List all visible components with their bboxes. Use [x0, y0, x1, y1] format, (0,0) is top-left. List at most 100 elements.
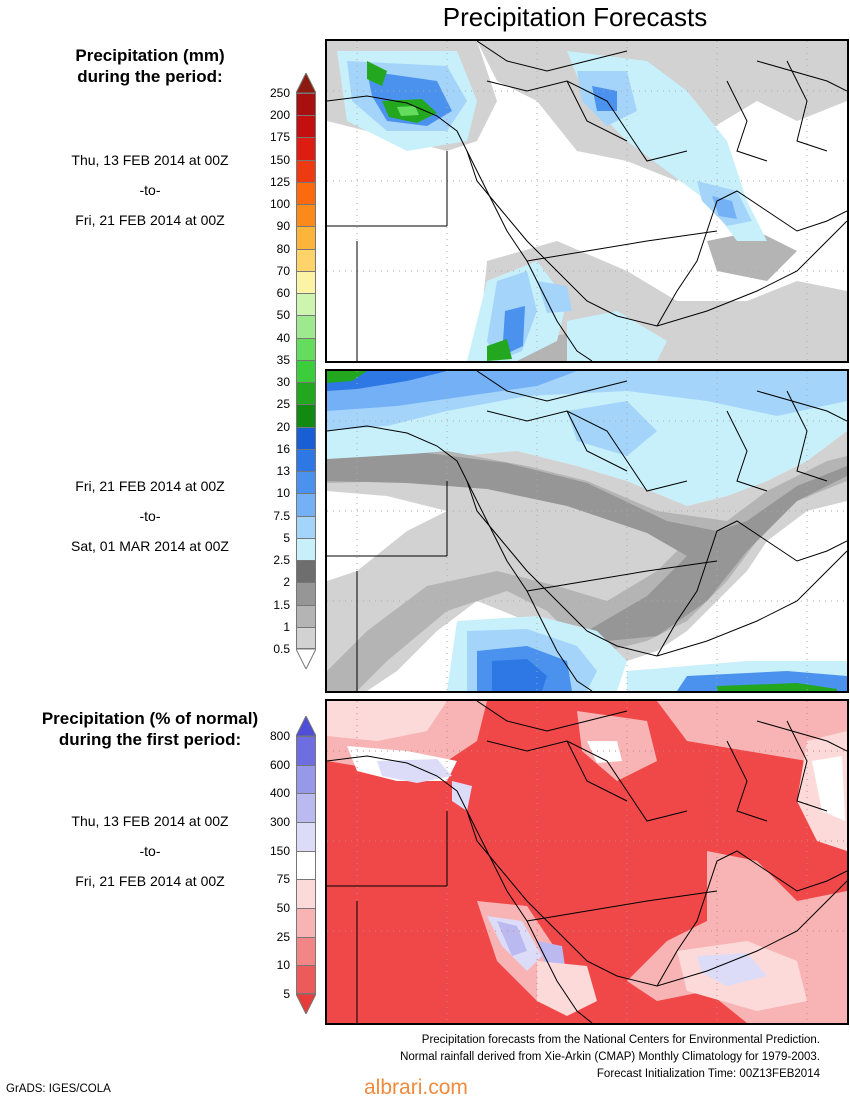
- precip-mm-colorbar-tick-label: 90: [276, 219, 290, 234]
- precip-mm-colorbar-tick-label: 16: [276, 441, 290, 456]
- precip-pct-colorbar: [296, 716, 316, 1014]
- precip-mm-colorbar-tick-label: 250: [269, 86, 290, 100]
- precip-mm-colorbar-tick-label: 5: [283, 530, 290, 545]
- precip-mm-colorbar-swatch: [296, 471, 316, 494]
- precip-mm-colorbar-swatch: [296, 115, 316, 138]
- precip-mm-colorbar-swatch: [296, 537, 316, 561]
- precip-pct-colorbar-swatch: [296, 908, 316, 937]
- period-first-end: Fri, 21 FEB 2014 at 00Z: [75, 212, 225, 228]
- period-first-start: Thu, 13 FEB 2014 at 00Z: [71, 152, 229, 168]
- precip-mm-colorbar-swatch: [296, 359, 316, 383]
- precip-pct-colorbar-tick-label: 800: [269, 729, 290, 743]
- precip-mm-colorbar-swatch: [296, 204, 316, 227]
- period-second-sep: -to-: [139, 508, 161, 524]
- period-third-end: Fri, 21 FEB 2014 at 00Z: [75, 873, 225, 889]
- precip-mm-colorbar-swatch: [296, 270, 316, 294]
- precip-pct-colorbar-swatch: [296, 850, 316, 880]
- map-panel-first-period: [325, 39, 849, 363]
- precip-mm-colorbar-labels: 250 200 175 150 125 100 90 80 70 60 50 40 35 30 25 20 16…: [240, 73, 290, 669]
- grads-credit: GrADS: IGES/COLA: [6, 1083, 111, 1095]
- precip-mm-colorbar: [296, 73, 316, 669]
- map-second-period-svg: [327, 371, 847, 691]
- map-panel-percent-normal: [325, 699, 849, 1025]
- precip-mm-colorbar-swatch: [296, 426, 316, 449]
- precip-mm-colorbar-swatch: [296, 626, 316, 649]
- precip-mm-colorbar-tick-label: 1: [283, 619, 290, 634]
- period-second-end: Sat, 01 MAR 2014 at 00Z: [71, 538, 229, 554]
- precip-mm-heading: Precipitation (mm) during the period:: [0, 45, 300, 87]
- map-first-period-svg: [327, 41, 847, 361]
- precip-pct-heading-line1: Precipitation (% of normal): [41, 709, 259, 728]
- precip-mm-colorbar-tick-label: 40: [276, 330, 290, 345]
- precip-pct-colorbar-tick-label: 5: [283, 987, 290, 1001]
- period-first-sep: -to-: [139, 182, 161, 198]
- precip-mm-colorbar-tick-label: 50: [276, 308, 290, 323]
- precip-mm-colorbar-top-arrow: [296, 73, 316, 93]
- precip-mm-colorbar-swatch: [296, 582, 316, 605]
- precip-pct-colorbar-tick-label: 25: [276, 929, 290, 944]
- precip-mm-colorbar-bottom-arrow: [296, 649, 316, 669]
- map-panel-second-period: [325, 369, 849, 693]
- precip-mm-colorbar-tick-label: 2: [283, 575, 290, 590]
- precip-pct-heading: Precipitation (% of normal) during the f…: [0, 708, 300, 750]
- precip-mm-colorbar-tick-label: 60: [276, 286, 290, 301]
- precip-mm-colorbar-swatch: [296, 181, 316, 205]
- precip-mm-colorbar-swatch: [296, 493, 316, 516]
- precip-mm-colorbar-swatch: [296, 604, 316, 627]
- precip-pct-colorbar-tick-label: 75: [276, 872, 290, 887]
- precip-mm-colorbar-tick-label: 30: [276, 375, 290, 390]
- precip-mm-colorbar-tick-label: 125: [269, 174, 290, 189]
- precip-mm-colorbar-swatch: [296, 448, 316, 472]
- period-third-sep: -to-: [139, 843, 161, 859]
- precip-mm-colorbar-tick-label: 80: [276, 241, 290, 256]
- precip-pct-colorbar-tick-label: 400: [269, 786, 290, 801]
- watermark: albrari.com: [364, 1076, 468, 1099]
- precip-mm-heading-line1: Precipitation (mm): [75, 46, 225, 65]
- precip-pct-colorbar-swatch: [296, 822, 316, 851]
- precip-mm-colorbar-tick-label: 70: [276, 263, 290, 278]
- precip-mm-colorbar-tick-label: 100: [269, 197, 290, 212]
- precip-pct-colorbar-swatch: [296, 764, 316, 794]
- precip-mm-colorbar-swatch: [296, 315, 316, 338]
- precip-pct-colorbar-swatch: [296, 736, 316, 765]
- precip-pct-colorbar-tick-label: 10: [276, 958, 290, 973]
- period-second-start: Fri, 21 FEB 2014 at 00Z: [75, 478, 225, 494]
- precip-mm-colorbar-tick-label: 1.5: [273, 597, 290, 612]
- source-note-3: Forecast Initialization Time: 00Z13FEB20…: [596, 1068, 820, 1080]
- precip-mm-colorbar-swatch: [296, 515, 316, 538]
- source-note-1: Precipitation forecasts from the Nationa…: [421, 1034, 820, 1046]
- precip-mm-colorbar-swatch: [296, 248, 316, 271]
- precip-mm-colorbar-swatch: [296, 93, 316, 116]
- precip-mm-colorbar-tick-label: 35: [276, 352, 290, 367]
- period-third-start: Thu, 13 FEB 2014 at 00Z: [71, 813, 229, 829]
- page-title: Precipitation Forecasts: [442, 2, 708, 32]
- map-percent-normal-svg: [327, 701, 847, 1023]
- precip-mm-heading-line2: during the period:: [77, 67, 223, 86]
- precip-pct-colorbar-tick-label: 600: [269, 757, 290, 772]
- source-notes: Precipitation forecasts from the Nationa…: [400, 1032, 820, 1083]
- precip-mm-colorbar-swatch: [296, 226, 316, 249]
- precip-pct-colorbar-bottom-arrow: [296, 994, 316, 1014]
- precip-mm-colorbar-swatch: [296, 137, 316, 160]
- precip-mm-colorbar-swatch: [296, 382, 316, 405]
- precip-pct-colorbar-swatch: [296, 793, 316, 822]
- precip-mm-colorbar-tick-label: 13: [276, 464, 290, 479]
- precip-pct-colorbar-tick-label: 50: [276, 901, 290, 915]
- precip-mm-colorbar-swatch: [296, 159, 316, 182]
- precip-mm-colorbar-swatch: [296, 293, 316, 316]
- precip-mm-colorbar-tick-label: 175: [269, 130, 290, 145]
- precip-mm-colorbar-tick-label: 200: [269, 108, 290, 123]
- precip-pct-colorbar-tick-label: 150: [269, 843, 290, 858]
- precip-mm-colorbar-tick-label: 0.5: [273, 642, 290, 656]
- precip-mm-colorbar-tick-label: 20: [276, 419, 290, 434]
- precip-pct-heading-line2: during the first period:: [58, 730, 242, 749]
- precip-mm-colorbar-tick-label: 25: [276, 397, 290, 412]
- precip-mm-colorbar-swatch: [296, 337, 316, 360]
- precip-mm-colorbar-tick-label: 10: [276, 486, 290, 501]
- precip-pct-colorbar-top-arrow: [296, 716, 316, 736]
- precip-mm-colorbar-tick-label: 2.5: [273, 553, 290, 568]
- precip-pct-colorbar-swatch: [296, 965, 316, 994]
- precip-mm-colorbar-swatch: [296, 560, 316, 583]
- precip-pct-colorbar-labels: 800 600 400 300 150 75 50 25 10 5: [240, 716, 290, 1014]
- source-note-2: Normal rainfall derived from Xie-Arkin (…: [400, 1051, 820, 1063]
